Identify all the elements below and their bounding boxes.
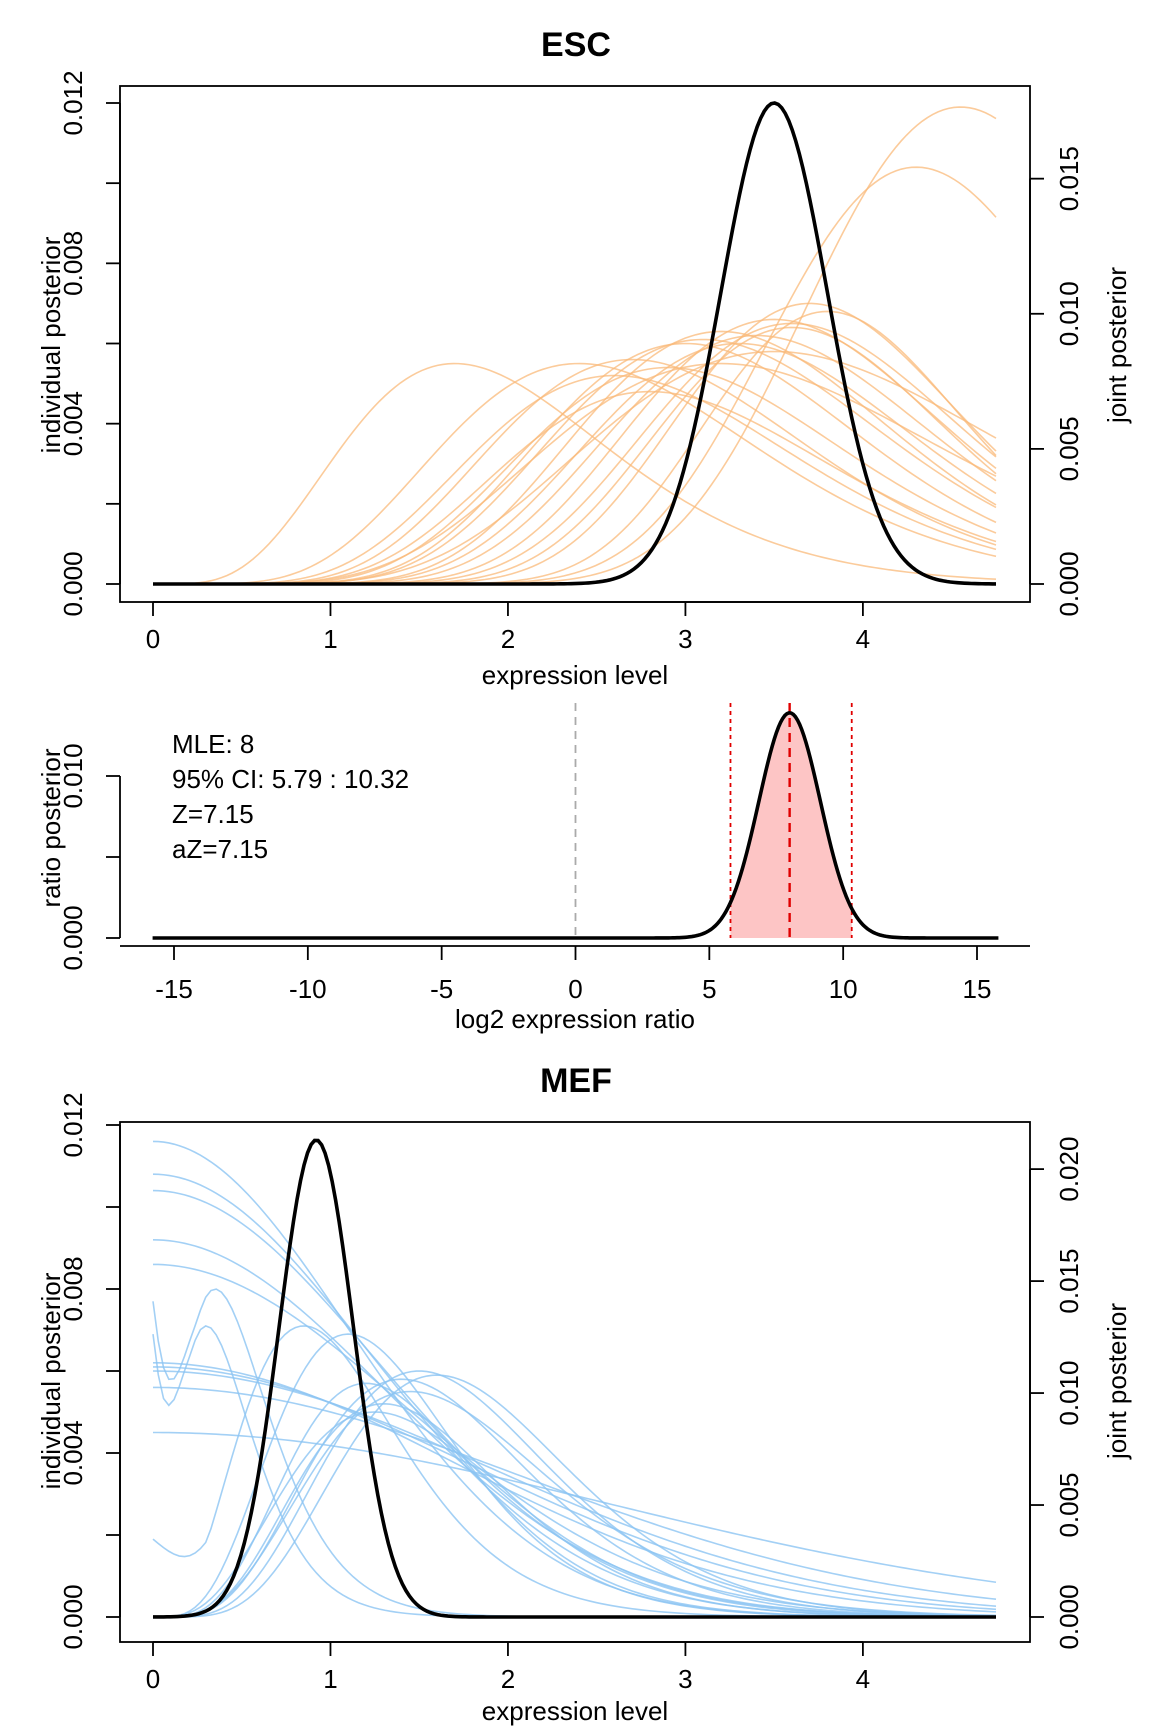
ratio-x-axis-tick-label: 0 bbox=[568, 974, 582, 1004]
annotation-az: aZ=7.15 bbox=[172, 834, 268, 864]
mef-y-axis-left-tick-label: 0.012 bbox=[58, 1092, 88, 1157]
esc-individual-posterior-line bbox=[153, 362, 997, 585]
mef-individual-posterior-line bbox=[153, 1390, 997, 1618]
mef-x-axis-tick-label: 4 bbox=[856, 1664, 870, 1694]
esc-y-axis-left-tick-label: 0.008 bbox=[58, 231, 88, 296]
esc-individual-posterior-line bbox=[153, 374, 997, 585]
mef-y-axis-right: 0.000 0.005 0.010 0.015 0.020 bbox=[1029, 1137, 1084, 1650]
mef-x-axis-tick-label: 1 bbox=[323, 1664, 337, 1694]
esc-individual-posterior-line bbox=[153, 366, 997, 585]
esc-x-axis: 0 1 2 3 4 bbox=[146, 601, 870, 654]
ratio-ci-shaded-area bbox=[730, 712, 852, 938]
mef-y-axis-right-tick-label: 0.015 bbox=[1054, 1249, 1084, 1314]
esc-individual-posterior-line bbox=[153, 330, 997, 585]
esc-y-axis-right-tick-label: 0.015 bbox=[1054, 146, 1084, 211]
ratio-x-axis-label: log2 expression ratio bbox=[455, 1004, 695, 1034]
ratio-panel: -15 -10 -5 0 5 10 15 0.000 0.010 log2 expressio… bbox=[36, 703, 1030, 1034]
mef-y-axis-left-tick-label: 0.004 bbox=[58, 1420, 88, 1485]
mef-y-axis-right-tick-label: 0.005 bbox=[1054, 1472, 1084, 1537]
mef-x-axis-tick-label: 0 bbox=[146, 1664, 160, 1694]
esc-y-axis-left-tick-label: 0.004 bbox=[58, 391, 88, 456]
esc-y-axis-right-tick-label: 0.005 bbox=[1054, 416, 1084, 481]
mef-title: MEF bbox=[540, 1062, 612, 1100]
esc-joint-posterior-line bbox=[153, 101, 997, 586]
ratio-posterior-line bbox=[152, 711, 999, 940]
ratio-x-axis: -15 -10 -5 0 5 10 15 bbox=[155, 946, 991, 1004]
esc-individual-posterior-line bbox=[153, 362, 997, 585]
ratio-x-axis-tick-label: -5 bbox=[430, 974, 453, 1004]
ratio-x-axis-tick-label: 15 bbox=[963, 974, 992, 1004]
mef-y-axis-right-label: joint posterior bbox=[1102, 1303, 1132, 1460]
ratio-x-axis-tick-label: -10 bbox=[289, 974, 327, 1004]
ratio-x-axis-tick-label: 10 bbox=[829, 974, 858, 1004]
mef-y-axis-left: 0.000 0.004 0.008 0.012 bbox=[58, 1092, 121, 1650]
mef-y-axis-right-tick-label: 0.020 bbox=[1054, 1137, 1084, 1202]
esc-y-axis-right-tick-label: 0.000 bbox=[1054, 551, 1084, 616]
mef-individual-curves bbox=[152, 1140, 997, 1618]
esc-x-axis-tick-label: 3 bbox=[678, 624, 692, 654]
ratio-x-axis-tick-label: 5 bbox=[702, 974, 716, 1004]
mef-individual-posterior-line bbox=[153, 1403, 997, 1618]
annotation-ci: 95% CI: 5.79 : 10.32 bbox=[172, 764, 409, 794]
mef-y-axis-left-label: individual posterior bbox=[36, 1272, 66, 1489]
esc-x-axis-tick-label: 0 bbox=[146, 624, 160, 654]
mef-individual-posterior-line bbox=[152, 1366, 997, 1611]
mef-individual-posterior-line bbox=[152, 1325, 996, 1618]
esc-individual-curves bbox=[153, 106, 997, 585]
esc-y-axis-right-label: joint posterior bbox=[1102, 267, 1132, 424]
mef-individual-posterior-line bbox=[153, 1370, 997, 1618]
esc-x-axis-tick-label: 2 bbox=[501, 624, 515, 654]
esc-x-axis-tick-label: 1 bbox=[323, 624, 337, 654]
mef-y-axis-left-tick-label: 0.008 bbox=[58, 1256, 88, 1321]
mef-y-axis-left-tick-label: 0.000 bbox=[58, 1584, 88, 1649]
ratio-y-axis-label: ratio posterior bbox=[36, 748, 66, 907]
esc-individual-posterior-line bbox=[153, 342, 997, 585]
esc-individual-posterior-line bbox=[153, 350, 997, 585]
ratio-y-axis-tick-label: 0.000 bbox=[58, 905, 88, 970]
esc-y-axis-left-label: individual posterior bbox=[36, 236, 66, 453]
mef-individual-posterior-line bbox=[152, 1173, 997, 1618]
esc-title: ESC bbox=[541, 26, 611, 64]
annotation-mle: MLE: 8 bbox=[172, 729, 254, 759]
esc-x-axis-tick-label: 4 bbox=[856, 624, 870, 654]
esc-y-axis-left-tick-label: 0.012 bbox=[58, 70, 88, 135]
mef-x-axis-tick-label: 3 bbox=[678, 1664, 692, 1694]
ratio-y-axis-tick-label: 0.010 bbox=[58, 743, 88, 808]
esc-individual-posterior-line bbox=[153, 342, 997, 585]
mef-y-axis-right-tick-label: 0.010 bbox=[1054, 1361, 1084, 1426]
mef-joint-posterior-line bbox=[152, 1138, 996, 1619]
esc-individual-posterior-line bbox=[153, 322, 997, 585]
esc-y-axis-right: 0.000 0.005 0.010 0.015 bbox=[1029, 146, 1084, 617]
esc-individual-posterior-line bbox=[153, 318, 997, 585]
mef-x-axis-label: expression level bbox=[482, 1696, 668, 1726]
mef-y-axis-right-tick-label: 0.000 bbox=[1054, 1584, 1084, 1649]
mef-individual-posterior-line bbox=[153, 1411, 997, 1618]
mef-individual-posterior-line bbox=[153, 1378, 997, 1618]
esc-y-axis-right-tick-label: 0.010 bbox=[1054, 281, 1084, 346]
ratio-y-axis: 0.000 0.010 bbox=[58, 743, 121, 971]
mef-x-axis: 0 1 2 3 4 bbox=[146, 1641, 870, 1694]
ratio-annotations: MLE: 8 95% CI: 5.79 : 10.32 Z=7.15 aZ=7.… bbox=[172, 729, 409, 864]
mef-individual-posterior-line bbox=[152, 1189, 997, 1618]
ratio-x-axis-tick-label: -15 bbox=[155, 974, 193, 1004]
mef-individual-posterior-line bbox=[152, 1239, 997, 1618]
mef-x-axis-tick-label: 2 bbox=[501, 1664, 515, 1694]
esc-y-axis-left: 0.000 0.004 0.008 0.012 bbox=[58, 70, 121, 617]
mef-individual-posterior-line bbox=[152, 1325, 996, 1618]
esc-individual-posterior-line bbox=[153, 338, 997, 585]
mef-individual-posterior-line bbox=[152, 1431, 997, 1584]
annotation-z: Z=7.15 bbox=[172, 799, 254, 829]
esc-y-axis-left-tick-label: 0.000 bbox=[58, 551, 88, 616]
esc-x-axis-label: expression level bbox=[482, 660, 668, 690]
